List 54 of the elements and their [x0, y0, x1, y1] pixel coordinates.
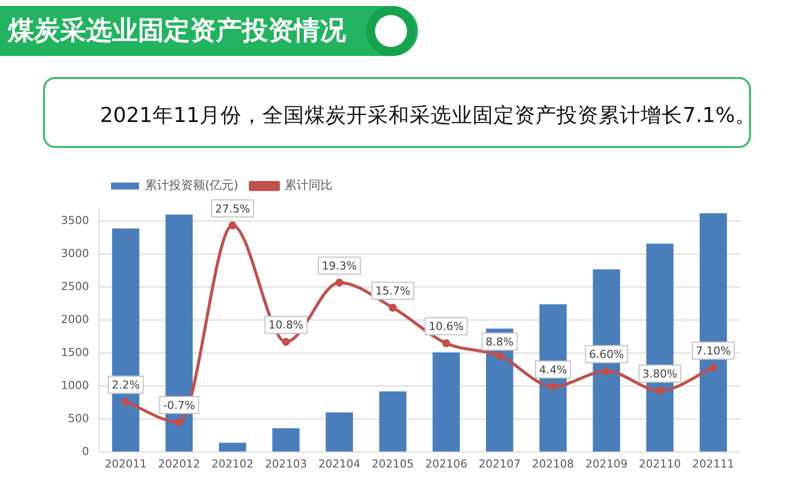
- x-tick-label: 202111: [692, 457, 734, 470]
- y-tick-label: 2500: [61, 280, 89, 293]
- data-label: 8.8%: [486, 336, 514, 349]
- data-label: 4.4%: [539, 363, 568, 376]
- point: [228, 221, 237, 230]
- legend-label: 累计同比: [284, 178, 332, 192]
- data-label: 6.60%: [588, 348, 624, 361]
- point: [282, 338, 290, 346]
- point: [388, 304, 397, 312]
- x-tick-label: 202102: [212, 457, 254, 470]
- point: [122, 398, 130, 406]
- data-label: 27.5%: [215, 202, 250, 216]
- y-tick-label: 3500: [61, 214, 89, 228]
- bar: [218, 442, 246, 452]
- y-tick-label: 1000: [61, 378, 89, 392]
- x-tick-label: 202109: [585, 457, 628, 470]
- data-label: 3.80%: [642, 368, 678, 381]
- data-label: 15.7%: [375, 284, 410, 298]
- data-label: 10.8%: [268, 318, 304, 332]
- point: [335, 278, 344, 287]
- data-label: 10.6%: [428, 320, 464, 334]
- x-tick-label: 202106: [425, 457, 468, 470]
- x-tick-label: 202103: [264, 457, 307, 470]
- y-tick-label: 1500: [61, 346, 89, 359]
- data-label: 19.3%: [322, 259, 357, 272]
- point: [709, 364, 718, 372]
- bar: [272, 428, 300, 452]
- y-tick-label: 3000: [61, 247, 89, 260]
- y-tick-label: 2000: [61, 312, 89, 326]
- point: [175, 418, 184, 426]
- point: [442, 339, 450, 348]
- point: [496, 352, 504, 360]
- data-label: 7.10%: [696, 344, 731, 358]
- point: [656, 386, 664, 395]
- x-tick-label: 202104: [318, 457, 360, 470]
- bar: [379, 391, 406, 452]
- y-tick-label: 500: [68, 412, 89, 425]
- data-label: 2.2%: [112, 378, 140, 392]
- chart-title: 煤炭采选业固定资产投资情况: [8, 15, 346, 48]
- bar: [326, 412, 353, 452]
- legend-label: 累计投资额(亿元): [145, 178, 238, 192]
- bar: [432, 352, 460, 452]
- x-tick-label: 202108: [532, 457, 574, 470]
- x-tick-label: 202107: [478, 457, 521, 470]
- x-tick-label: 202110: [638, 457, 681, 470]
- point: [602, 367, 610, 376]
- data-label: -0.7%: [163, 398, 196, 412]
- x-tick-label: 202012: [158, 457, 200, 470]
- y-tick-label: 0: [82, 444, 89, 458]
- bar: [166, 214, 193, 452]
- x-tick-label: 202011: [104, 457, 147, 470]
- point: [549, 382, 558, 390]
- chart-subtitle: 2021年11月份，全国煤炭开采和采选业固定资产投资累计增长7.1%。: [100, 102, 756, 129]
- x-tick-label: 202105: [372, 457, 414, 470]
